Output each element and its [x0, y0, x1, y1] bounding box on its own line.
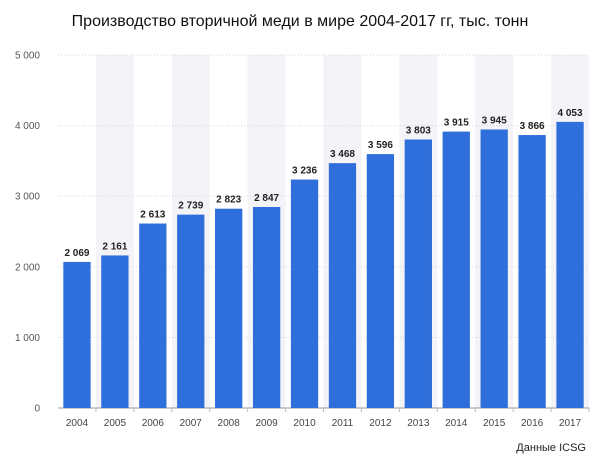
x-tick-label: 2010	[293, 418, 316, 429]
y-tick-label: 3 000	[15, 192, 40, 203]
bar-2015	[480, 129, 508, 408]
bar-2017	[556, 121, 584, 408]
source-note: Данные ICSG	[516, 442, 586, 454]
data-label-2012: 3 596	[368, 140, 393, 151]
bar-2005	[101, 255, 129, 408]
y-tick-label: 1 000	[15, 333, 40, 344]
bar-2010	[290, 179, 319, 408]
data-label-2016: 3 866	[520, 121, 545, 132]
data-label-2006: 2 613	[140, 210, 165, 221]
x-tick-label: 2011	[332, 418, 354, 429]
y-tick-label: 2 000	[15, 262, 40, 273]
data-label-2009: 2 847	[254, 193, 279, 204]
bar-2011	[328, 163, 357, 408]
data-label-2010: 3 236	[292, 166, 317, 177]
y-tick-label: 4 000	[15, 121, 40, 132]
x-tick-label: 2014	[445, 418, 468, 429]
bar-2013	[404, 139, 432, 409]
data-label-2004: 2 069	[64, 248, 89, 259]
y-tick-label: 0	[34, 404, 40, 415]
data-label-2017: 4 053	[558, 108, 583, 119]
x-tick-label: 2015	[483, 418, 506, 429]
data-label-2013: 3 803	[406, 126, 431, 137]
bar-2006	[139, 223, 167, 408]
data-label-2008: 2 823	[216, 195, 241, 206]
x-tick-label: 2006	[142, 418, 165, 429]
bar-2007	[177, 214, 205, 408]
data-label-2005: 2 161	[102, 241, 127, 252]
x-tick-label: 2008	[218, 418, 241, 429]
x-tick-label: 2005	[104, 418, 127, 429]
bar-2004	[63, 261, 91, 408]
x-tick-label: 2004	[66, 418, 89, 429]
bar-2008	[215, 208, 243, 408]
chart-title: Производство вторичной меди в мире 2004-…	[71, 13, 529, 30]
data-label-2007: 2 739	[178, 201, 203, 212]
x-tick-label: 2016	[521, 418, 544, 429]
bar-2009	[252, 207, 281, 408]
y-tick-label: 5 000	[15, 51, 40, 62]
x-tick-label: 2013	[407, 418, 430, 429]
bar-2012	[366, 154, 395, 408]
x-tick-label: 2017	[559, 418, 582, 429]
bar-2016	[518, 135, 546, 408]
data-label-2015: 3 945	[482, 115, 507, 126]
x-tick-label: 2007	[180, 418, 203, 429]
data-label-2014: 3 915	[444, 118, 469, 129]
bar-2014	[442, 131, 470, 408]
data-label-2011: 3 468	[330, 149, 355, 160]
x-tick-label: 2009	[255, 418, 278, 429]
x-tick-label: 2012	[369, 418, 392, 429]
